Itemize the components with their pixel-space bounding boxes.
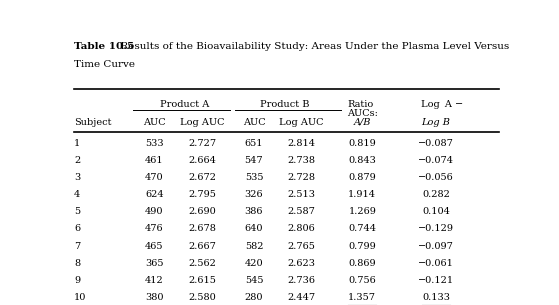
Text: 2.765: 2.765 [288,242,316,251]
Text: 4: 4 [74,190,80,199]
Text: Results of the Bioavailability Study: Areas Under the Plasma Level Versus: Results of the Bioavailability Study: Ar… [114,42,509,52]
Text: 5: 5 [74,207,80,216]
Text: 651: 651 [245,139,263,148]
Text: 2.587: 2.587 [288,207,316,216]
Text: −0.121: −0.121 [418,276,454,285]
Text: 2.667: 2.667 [188,242,216,251]
Text: 2.814: 2.814 [288,139,316,148]
Text: 1.914: 1.914 [348,190,376,199]
Text: 0.869: 0.869 [348,259,376,268]
Text: Ratio: Ratio [347,100,373,109]
Text: 640: 640 [245,224,263,234]
Text: 545: 545 [245,276,263,285]
Text: 10: 10 [74,293,87,302]
Text: −0.129: −0.129 [418,224,454,234]
Text: 0.819: 0.819 [348,139,376,148]
Text: 2.664: 2.664 [188,156,216,165]
Text: 2.736: 2.736 [288,276,316,285]
Text: 1.357: 1.357 [348,293,376,302]
Text: 0.744: 0.744 [348,224,376,234]
Text: 0.843: 0.843 [348,156,376,165]
Text: 0.879: 0.879 [348,173,376,182]
Text: A/B: A/B [354,118,371,127]
Text: −0.097: −0.097 [418,242,454,251]
Text: 1.269: 1.269 [348,207,376,216]
Text: 380: 380 [145,293,164,302]
Text: Subject: Subject [74,118,112,127]
Text: Log  A −: Log A − [421,100,463,109]
Text: 2.690: 2.690 [188,207,216,216]
Text: 465: 465 [145,242,164,251]
Text: 2.678: 2.678 [188,224,216,234]
Text: 412: 412 [145,276,164,285]
Text: 1: 1 [74,139,80,148]
Text: −0.061: −0.061 [418,259,454,268]
Text: 365: 365 [145,259,164,268]
Text: AUC: AUC [243,118,266,127]
Text: 470: 470 [145,173,164,182]
Text: Log AUC: Log AUC [180,118,224,127]
Text: 0.756: 0.756 [348,276,376,285]
Text: 547: 547 [245,156,263,165]
Text: 582: 582 [245,242,263,251]
Text: 2.615: 2.615 [188,276,216,285]
Text: −0.056: −0.056 [418,173,454,182]
Text: 535: 535 [245,173,263,182]
Text: 2.727: 2.727 [188,139,216,148]
Text: Product B: Product B [259,100,309,109]
Text: Table 10.5: Table 10.5 [74,42,134,52]
Text: 3: 3 [74,173,80,182]
Text: −0.074: −0.074 [418,156,454,165]
Text: 2.447: 2.447 [287,293,316,302]
Text: 0.104: 0.104 [422,207,450,216]
Text: 624: 624 [145,190,164,199]
Text: 0.282: 0.282 [422,190,450,199]
Text: AUC: AUC [143,118,165,127]
Text: −0.087: −0.087 [418,139,454,148]
Text: 461: 461 [145,156,164,165]
Text: 2.728: 2.728 [288,173,316,182]
Text: 2.795: 2.795 [188,190,216,199]
Text: 2.562: 2.562 [188,259,216,268]
Text: AUCs:: AUCs: [347,109,378,118]
Text: 490: 490 [145,207,164,216]
Text: Product A: Product A [160,100,209,109]
Text: 2.738: 2.738 [288,156,316,165]
Text: 2.623: 2.623 [288,259,316,268]
Text: 8: 8 [74,259,80,268]
Text: 386: 386 [245,207,263,216]
Text: 476: 476 [145,224,164,234]
Text: 280: 280 [245,293,263,302]
Text: 7: 7 [74,242,80,251]
Text: 2.580: 2.580 [188,293,216,302]
Text: 2.513: 2.513 [288,190,316,199]
Text: 2: 2 [74,156,80,165]
Text: 6: 6 [74,224,80,234]
Text: Log B: Log B [421,118,451,127]
Text: 533: 533 [145,139,164,148]
Text: Time Curve: Time Curve [74,60,135,69]
Text: 0.799: 0.799 [348,242,376,251]
Text: 2.672: 2.672 [188,173,216,182]
Text: 326: 326 [245,190,263,199]
Text: 2.806: 2.806 [288,224,315,234]
Text: Log AUC: Log AUC [280,118,324,127]
Text: 420: 420 [245,259,263,268]
Text: 9: 9 [74,276,80,285]
Text: 0.133: 0.133 [422,293,450,302]
